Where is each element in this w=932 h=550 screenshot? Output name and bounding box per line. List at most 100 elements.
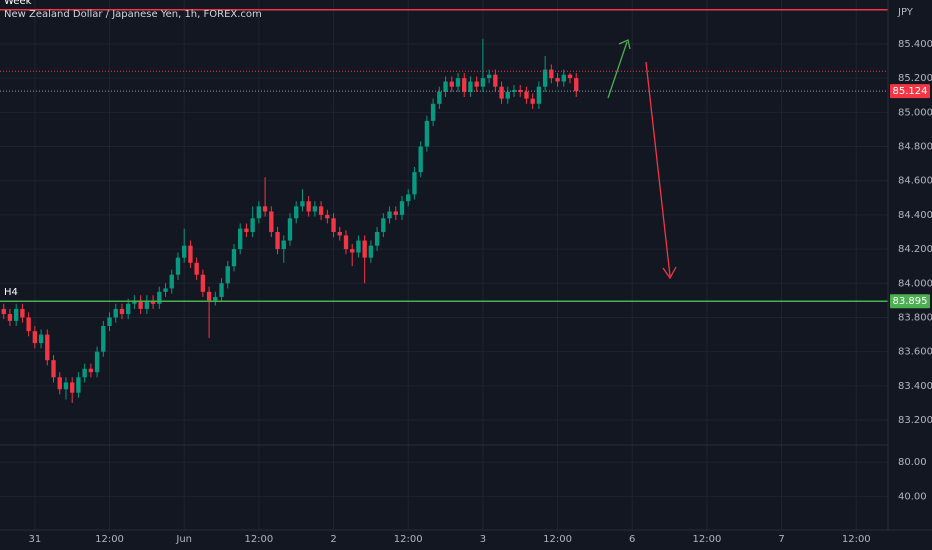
candle-body	[169, 274, 174, 289]
x-tick-label: Jun	[175, 534, 192, 545]
candle-body	[312, 206, 318, 212]
y2-tick-label: 40.00	[898, 492, 927, 503]
candle-body	[362, 240, 367, 258]
candle-body	[331, 218, 336, 232]
candle-body	[412, 172, 417, 195]
x-tick-label: 12:00	[693, 534, 722, 545]
level-price-label: 83.895	[893, 296, 928, 307]
level-label: Week	[4, 0, 32, 7]
candle-body	[555, 78, 560, 82]
candle-body	[287, 218, 293, 241]
candle-body	[231, 249, 237, 267]
plot	[0, 8, 888, 403]
x-tick-label: 12:00	[543, 534, 572, 545]
down-arrow-head	[662, 266, 677, 280]
candle-body	[399, 201, 405, 215]
candle-body	[350, 249, 355, 253]
candle-body	[113, 308, 118, 318]
candle-body	[51, 360, 56, 378]
candle-body	[107, 317, 112, 327]
candle-body	[518, 90, 523, 92]
candle-body	[213, 296, 218, 301]
candle-body	[561, 74, 566, 82]
candle-body	[63, 382, 69, 390]
candle-body	[206, 291, 212, 301]
candle-body	[70, 382, 75, 393]
candle-body	[443, 81, 448, 92]
candle-body	[393, 211, 398, 215]
y-tick-label: 84.200	[898, 244, 932, 255]
y-tick-label: 85.200	[898, 73, 932, 84]
candle-body	[306, 201, 311, 212]
candle-body	[356, 240, 361, 253]
x-tick-label: 12:00	[95, 534, 124, 545]
candle-body	[368, 245, 374, 258]
y-tick-label: 83.800	[898, 312, 932, 323]
candle-body	[225, 266, 230, 284]
candle-body	[32, 331, 38, 344]
y-tick-label: 83.600	[898, 347, 932, 358]
candle-body	[119, 308, 125, 315]
candle-body	[455, 78, 461, 87]
candle-body	[132, 300, 137, 304]
candle-body	[194, 262, 199, 275]
candle-body	[262, 206, 268, 212]
candle-body	[381, 218, 386, 232]
candle-body	[126, 303, 131, 315]
candle-body	[549, 69, 554, 79]
candle-body	[101, 326, 106, 352]
candle-body	[26, 317, 31, 332]
candle-body	[337, 231, 342, 236]
candle-body	[493, 74, 498, 87]
candle-body	[486, 74, 492, 79]
candle-body	[418, 146, 423, 173]
candle-body	[200, 274, 206, 292]
y-tick-label: 84.600	[898, 176, 932, 187]
x-tick-label: 7	[778, 534, 784, 545]
currency-label: JPY	[897, 7, 914, 18]
candle-body	[524, 91, 529, 99]
candle-body	[437, 91, 442, 104]
candle-body	[387, 211, 392, 219]
x-tick-label: 12:00	[394, 534, 423, 545]
candle-body	[163, 288, 168, 292]
candle-body	[462, 78, 467, 92]
level-price-tag	[890, 294, 930, 309]
candle-body	[499, 86, 504, 99]
candle-body	[175, 257, 181, 275]
x-tick-label: 12:00	[244, 534, 273, 545]
candle-body	[57, 377, 62, 390]
down-arrow	[645, 61, 671, 277]
candle-body	[536, 86, 542, 104]
y-tick-label: 85.000	[898, 107, 932, 118]
y-tick-label: 83.200	[898, 415, 932, 426]
candle-body	[269, 211, 274, 232]
candle-body	[238, 228, 243, 250]
candle-body	[88, 368, 94, 373]
candle-body	[542, 69, 548, 87]
candle-body	[76, 377, 81, 393]
candle-body	[343, 235, 349, 250]
candle-body	[138, 300, 143, 309]
candle-body	[219, 283, 224, 297]
candle-body	[182, 245, 187, 258]
x-tick-label: 3	[480, 534, 486, 545]
chart-title: New Zealand Dollar / Japanese Yen, 1h, F…	[4, 9, 262, 20]
candle-body	[94, 351, 100, 373]
candle-body	[374, 231, 380, 246]
candle-body	[256, 206, 262, 219]
candle-body	[318, 206, 324, 215]
candle-body	[430, 103, 436, 121]
candle-body	[82, 368, 87, 378]
current-price-tag	[890, 84, 930, 99]
candle-body	[505, 91, 510, 99]
candle-body	[14, 308, 19, 321]
candle-body	[294, 206, 299, 219]
candle-body	[250, 218, 255, 232]
candle-body	[468, 81, 473, 92]
candle-body	[449, 81, 454, 87]
candle-body	[530, 98, 535, 104]
candle-body	[567, 74, 573, 79]
candle-body	[188, 245, 193, 263]
